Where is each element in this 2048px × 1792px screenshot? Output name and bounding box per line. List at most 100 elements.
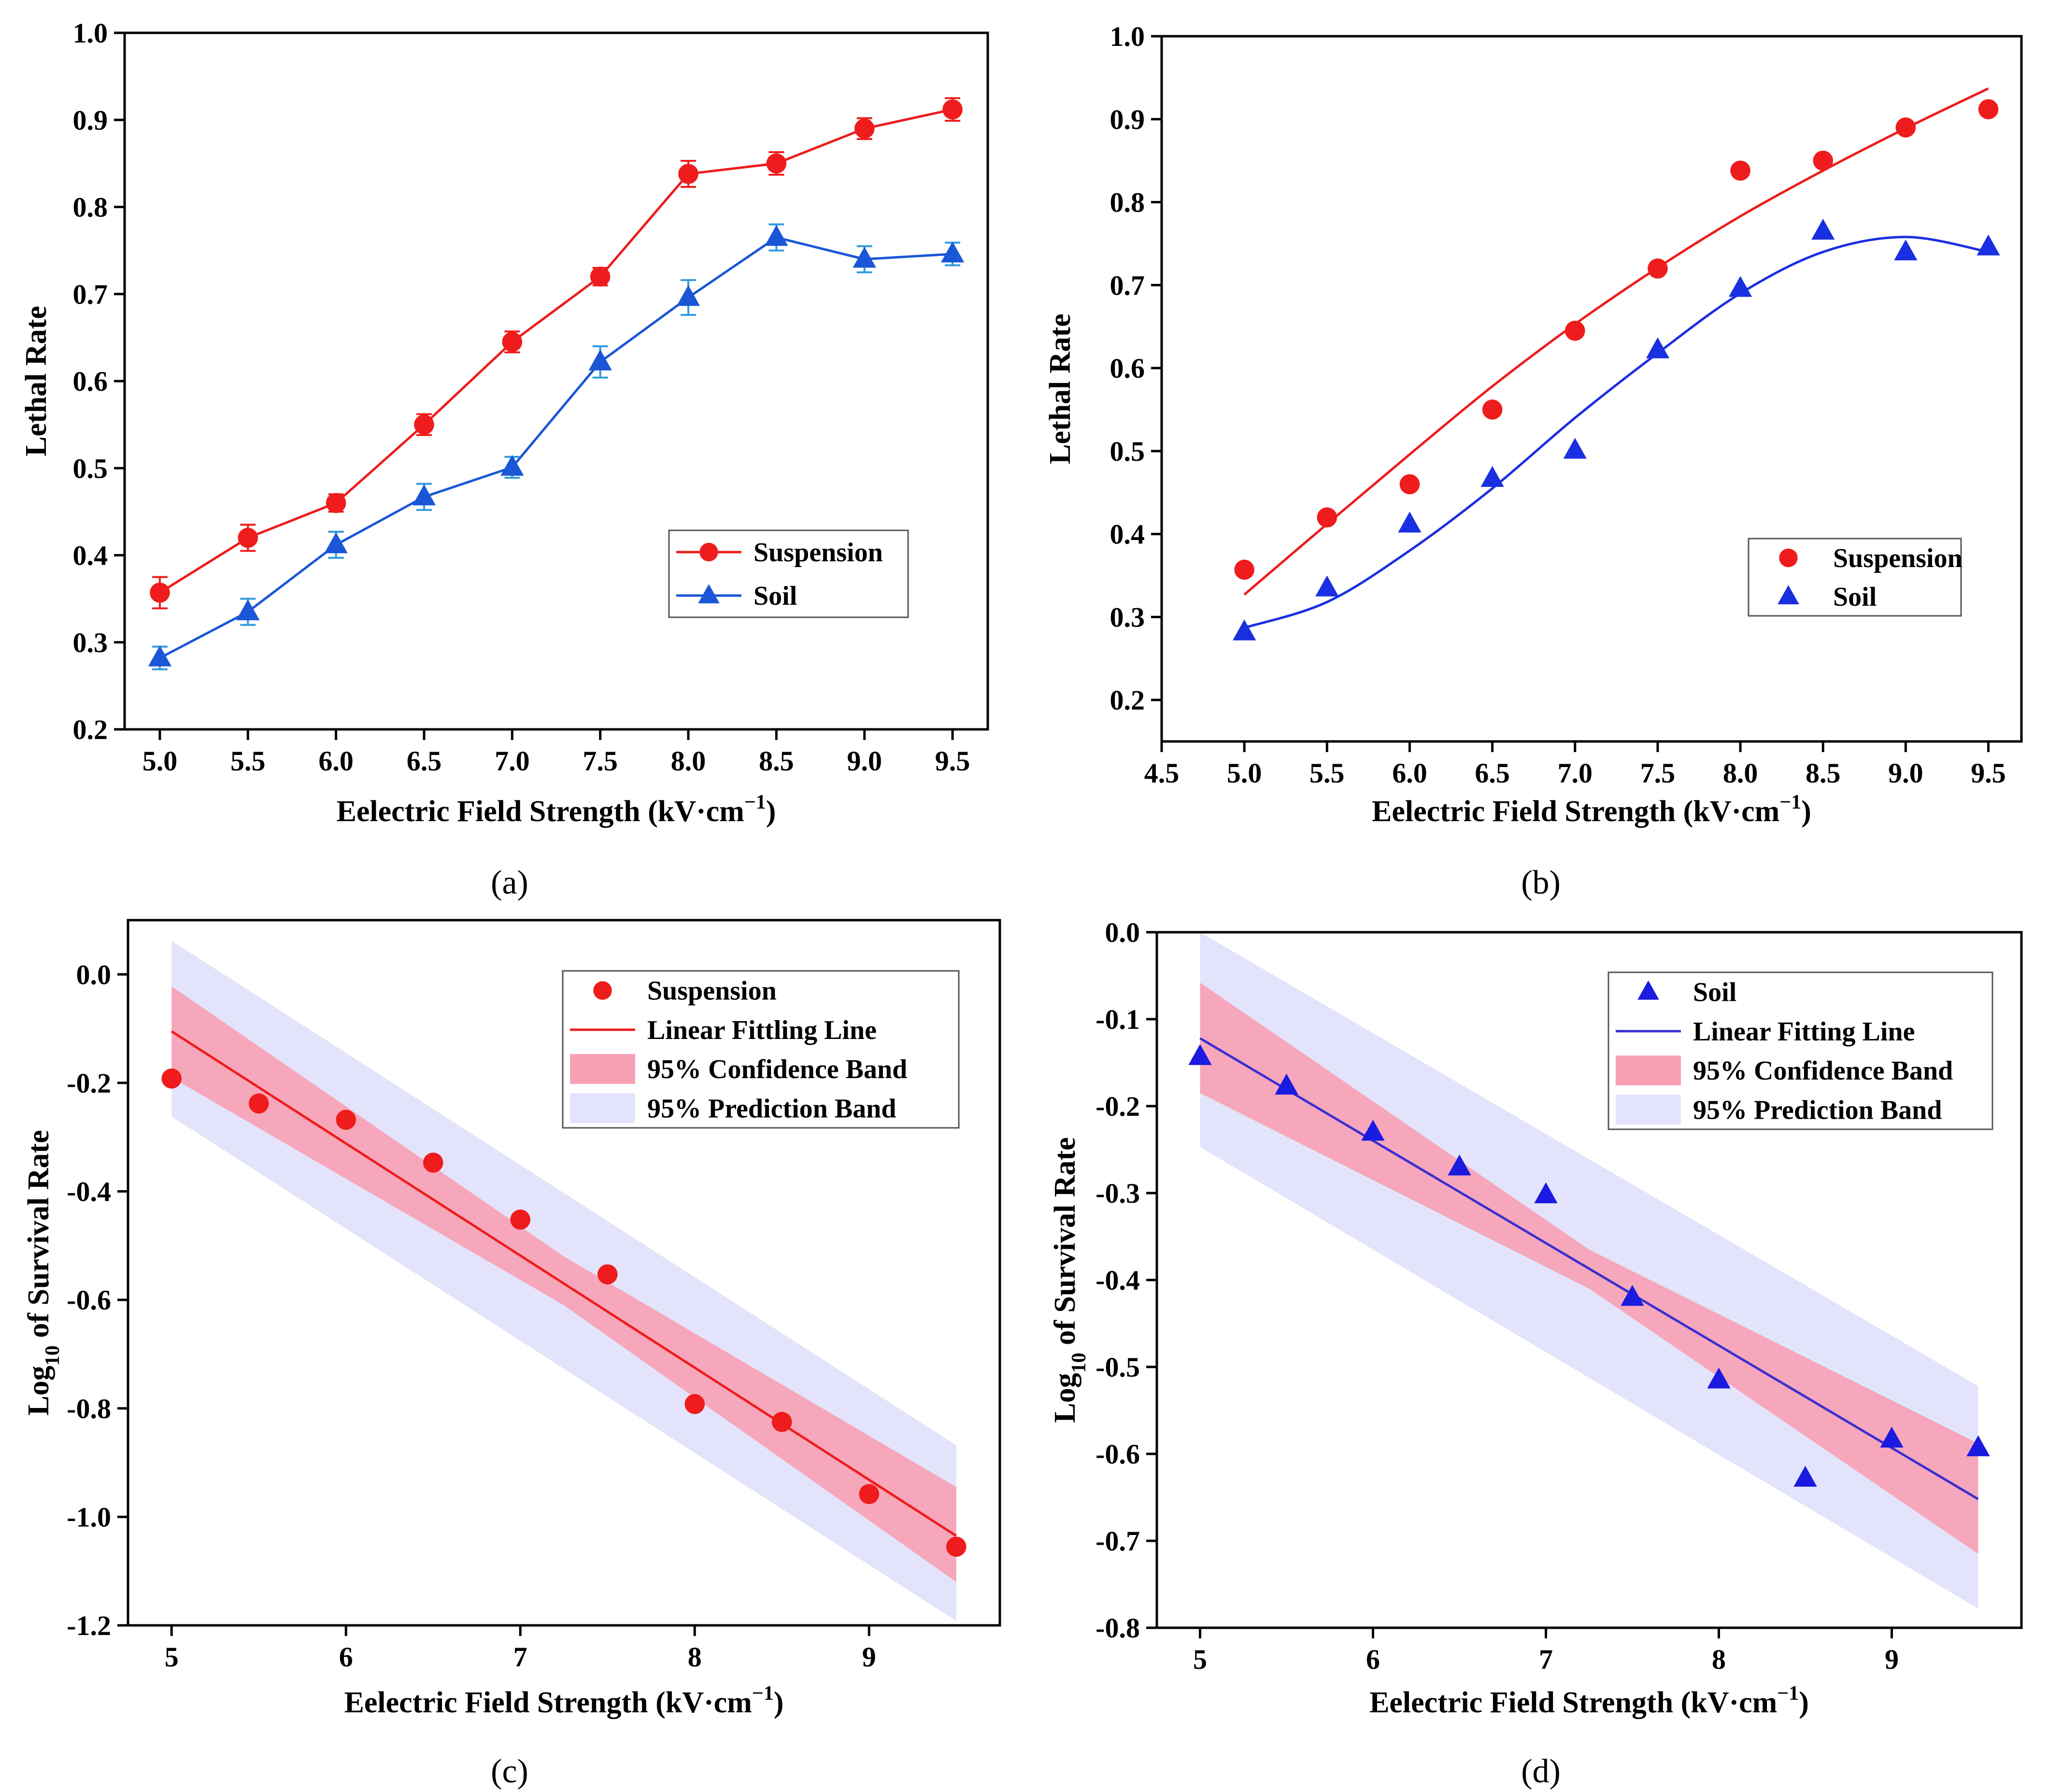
- legend: Soil Linear Fitting Line 95% Confidence Ba…: [1607, 971, 1993, 1130]
- y-tick-label: 0.7: [1110, 270, 1145, 301]
- y-tick-label: -0.5: [1095, 1351, 1140, 1383]
- data-point: [1811, 218, 1835, 240]
- panel-caption: (d): [1521, 1753, 1561, 1790]
- y-tick-label: 1.0: [73, 17, 108, 49]
- legend-label: Soil: [754, 581, 797, 611]
- series-suspension: [1234, 87, 1999, 596]
- data-point: [1317, 507, 1337, 528]
- data-point: [423, 1152, 443, 1173]
- y-tick-label: -0.6: [67, 1284, 111, 1316]
- data-point: [1966, 1435, 1990, 1456]
- data-point: [1793, 1465, 1817, 1487]
- y-axis-label: Log10 of Survival Rate: [1049, 1137, 1090, 1422]
- x-tick-label: 5: [1193, 1644, 1207, 1675]
- y-axis-label: Log10 of Survival Rate: [22, 1130, 64, 1415]
- x-tick-label: 9: [862, 1641, 876, 1673]
- x-tick-label: 5.0: [1227, 757, 1262, 789]
- data-point: [766, 153, 787, 174]
- x-tick-label: 9: [1885, 1644, 1899, 1675]
- panel-caption: (b): [1521, 864, 1561, 901]
- data-point: [1234, 559, 1254, 580]
- y-tick-label: 0.4: [1110, 519, 1145, 550]
- data-point: [590, 266, 611, 287]
- x-tick-label: 6.0: [1392, 757, 1427, 789]
- data-point: [854, 118, 875, 139]
- data-point: [771, 1412, 792, 1432]
- legend: Suspension Linear Fittling Line 95% Confid…: [562, 970, 960, 1129]
- data-point: [1233, 619, 1256, 640]
- data-point: [1648, 258, 1668, 279]
- data-point: [676, 285, 700, 306]
- data-point: [1188, 1044, 1212, 1065]
- data-point: [502, 332, 523, 352]
- x-tick-label: 5.5: [1309, 757, 1345, 789]
- data-point: [942, 99, 963, 120]
- data-point: [1730, 160, 1750, 181]
- x-tick-label: 8.5: [1806, 757, 1841, 789]
- data-point: [148, 645, 172, 667]
- legend-patch: [570, 1093, 635, 1124]
- data-point: [1399, 474, 1420, 495]
- x-tick-label: 6.5: [407, 745, 442, 777]
- y-tick-label: 0.0: [1105, 917, 1140, 948]
- panel-d: 5 6 7 8 9 -0.8 -0.7 -0.6 -0.5 -0.4 -0.3 -0.2 -0.1 0.0…: [1049, 917, 2023, 1790]
- y-axis-label: Lethal Rate: [1044, 313, 1077, 464]
- y-tick-label: 0.6: [1110, 353, 1145, 384]
- y-tick-label: 0.2: [1110, 684, 1145, 716]
- y-tick-label: 0.8: [1110, 187, 1145, 218]
- y-tick-label: 0.9: [1110, 104, 1145, 135]
- y-tick-label: 0.3: [1110, 601, 1145, 633]
- data-point: [324, 532, 348, 554]
- x-tick-label: 8.0: [671, 745, 706, 777]
- data-point: [1361, 1120, 1385, 1141]
- data-point: [326, 493, 346, 513]
- data-point: [940, 242, 965, 263]
- series-suspension: [150, 97, 963, 610]
- legend-label: 95% Confidence Band: [647, 1054, 907, 1084]
- legend-label: 95% Confidence Band: [1693, 1056, 1953, 1086]
- legend-marker: [593, 981, 612, 1000]
- legend-marker: [1778, 585, 1799, 605]
- plot-frame: [1160, 35, 2023, 743]
- legend-label: 95% Prediction Band: [1693, 1095, 1942, 1125]
- y-tick-label: 0.5: [1110, 436, 1145, 467]
- x-tick-label: 7: [513, 1641, 527, 1673]
- data-point: [336, 1109, 356, 1130]
- legend-patch: [1616, 1055, 1681, 1085]
- y-tick-label: 0.6: [73, 366, 108, 397]
- x-axis-label: Eelectric Field Strength (kV·cm−1): [337, 791, 776, 828]
- data-point: [1894, 239, 1918, 261]
- legend-label: Suspension: [754, 538, 883, 568]
- data-point: [150, 583, 170, 603]
- data-point: [597, 1264, 618, 1285]
- x-tick-label: 6.5: [1475, 757, 1510, 789]
- data-point: [1728, 276, 1752, 297]
- y-tick-label: 0.0: [76, 959, 112, 990]
- x-axis-label: Eelectric Field Strength (kV·cm−1): [344, 1682, 784, 1719]
- panel-caption: (a): [491, 864, 528, 901]
- x-tick-label: 8: [1712, 1644, 1726, 1675]
- data-point: [1398, 512, 1422, 533]
- data-point: [1646, 337, 1670, 358]
- x-tick-label: 5: [165, 1641, 179, 1673]
- y-tick-label: -0.2: [67, 1067, 111, 1099]
- data-point: [414, 414, 434, 435]
- data-point: [238, 527, 258, 548]
- data-point: [1315, 575, 1339, 597]
- x-tick-label: 9.5: [1971, 757, 2006, 789]
- data-point: [853, 246, 876, 268]
- x-tick-label: 9.0: [847, 745, 882, 777]
- panel-a: 5.0 5.5 6.0 6.5 7.0 7.5 8.0 8.5 9.0 9.5 0.2 0.3 0.4 0…: [20, 17, 989, 901]
- data-point: [1978, 99, 1999, 119]
- y-tick-label: -1.2: [67, 1610, 111, 1641]
- data-point: [678, 164, 698, 184]
- data-point: [1895, 117, 1916, 138]
- data-point: [500, 455, 524, 476]
- y-tick-label: -0.4: [1095, 1265, 1140, 1296]
- y-tick-label: -0.4: [67, 1176, 111, 1208]
- data-point: [1563, 438, 1587, 459]
- series-soil: [1188, 1044, 1990, 1487]
- x-axis-label: Eelectric Field Strength (kV·cm−1): [1369, 1682, 1809, 1719]
- data-point: [1813, 150, 1834, 171]
- data-point: [1480, 466, 1504, 487]
